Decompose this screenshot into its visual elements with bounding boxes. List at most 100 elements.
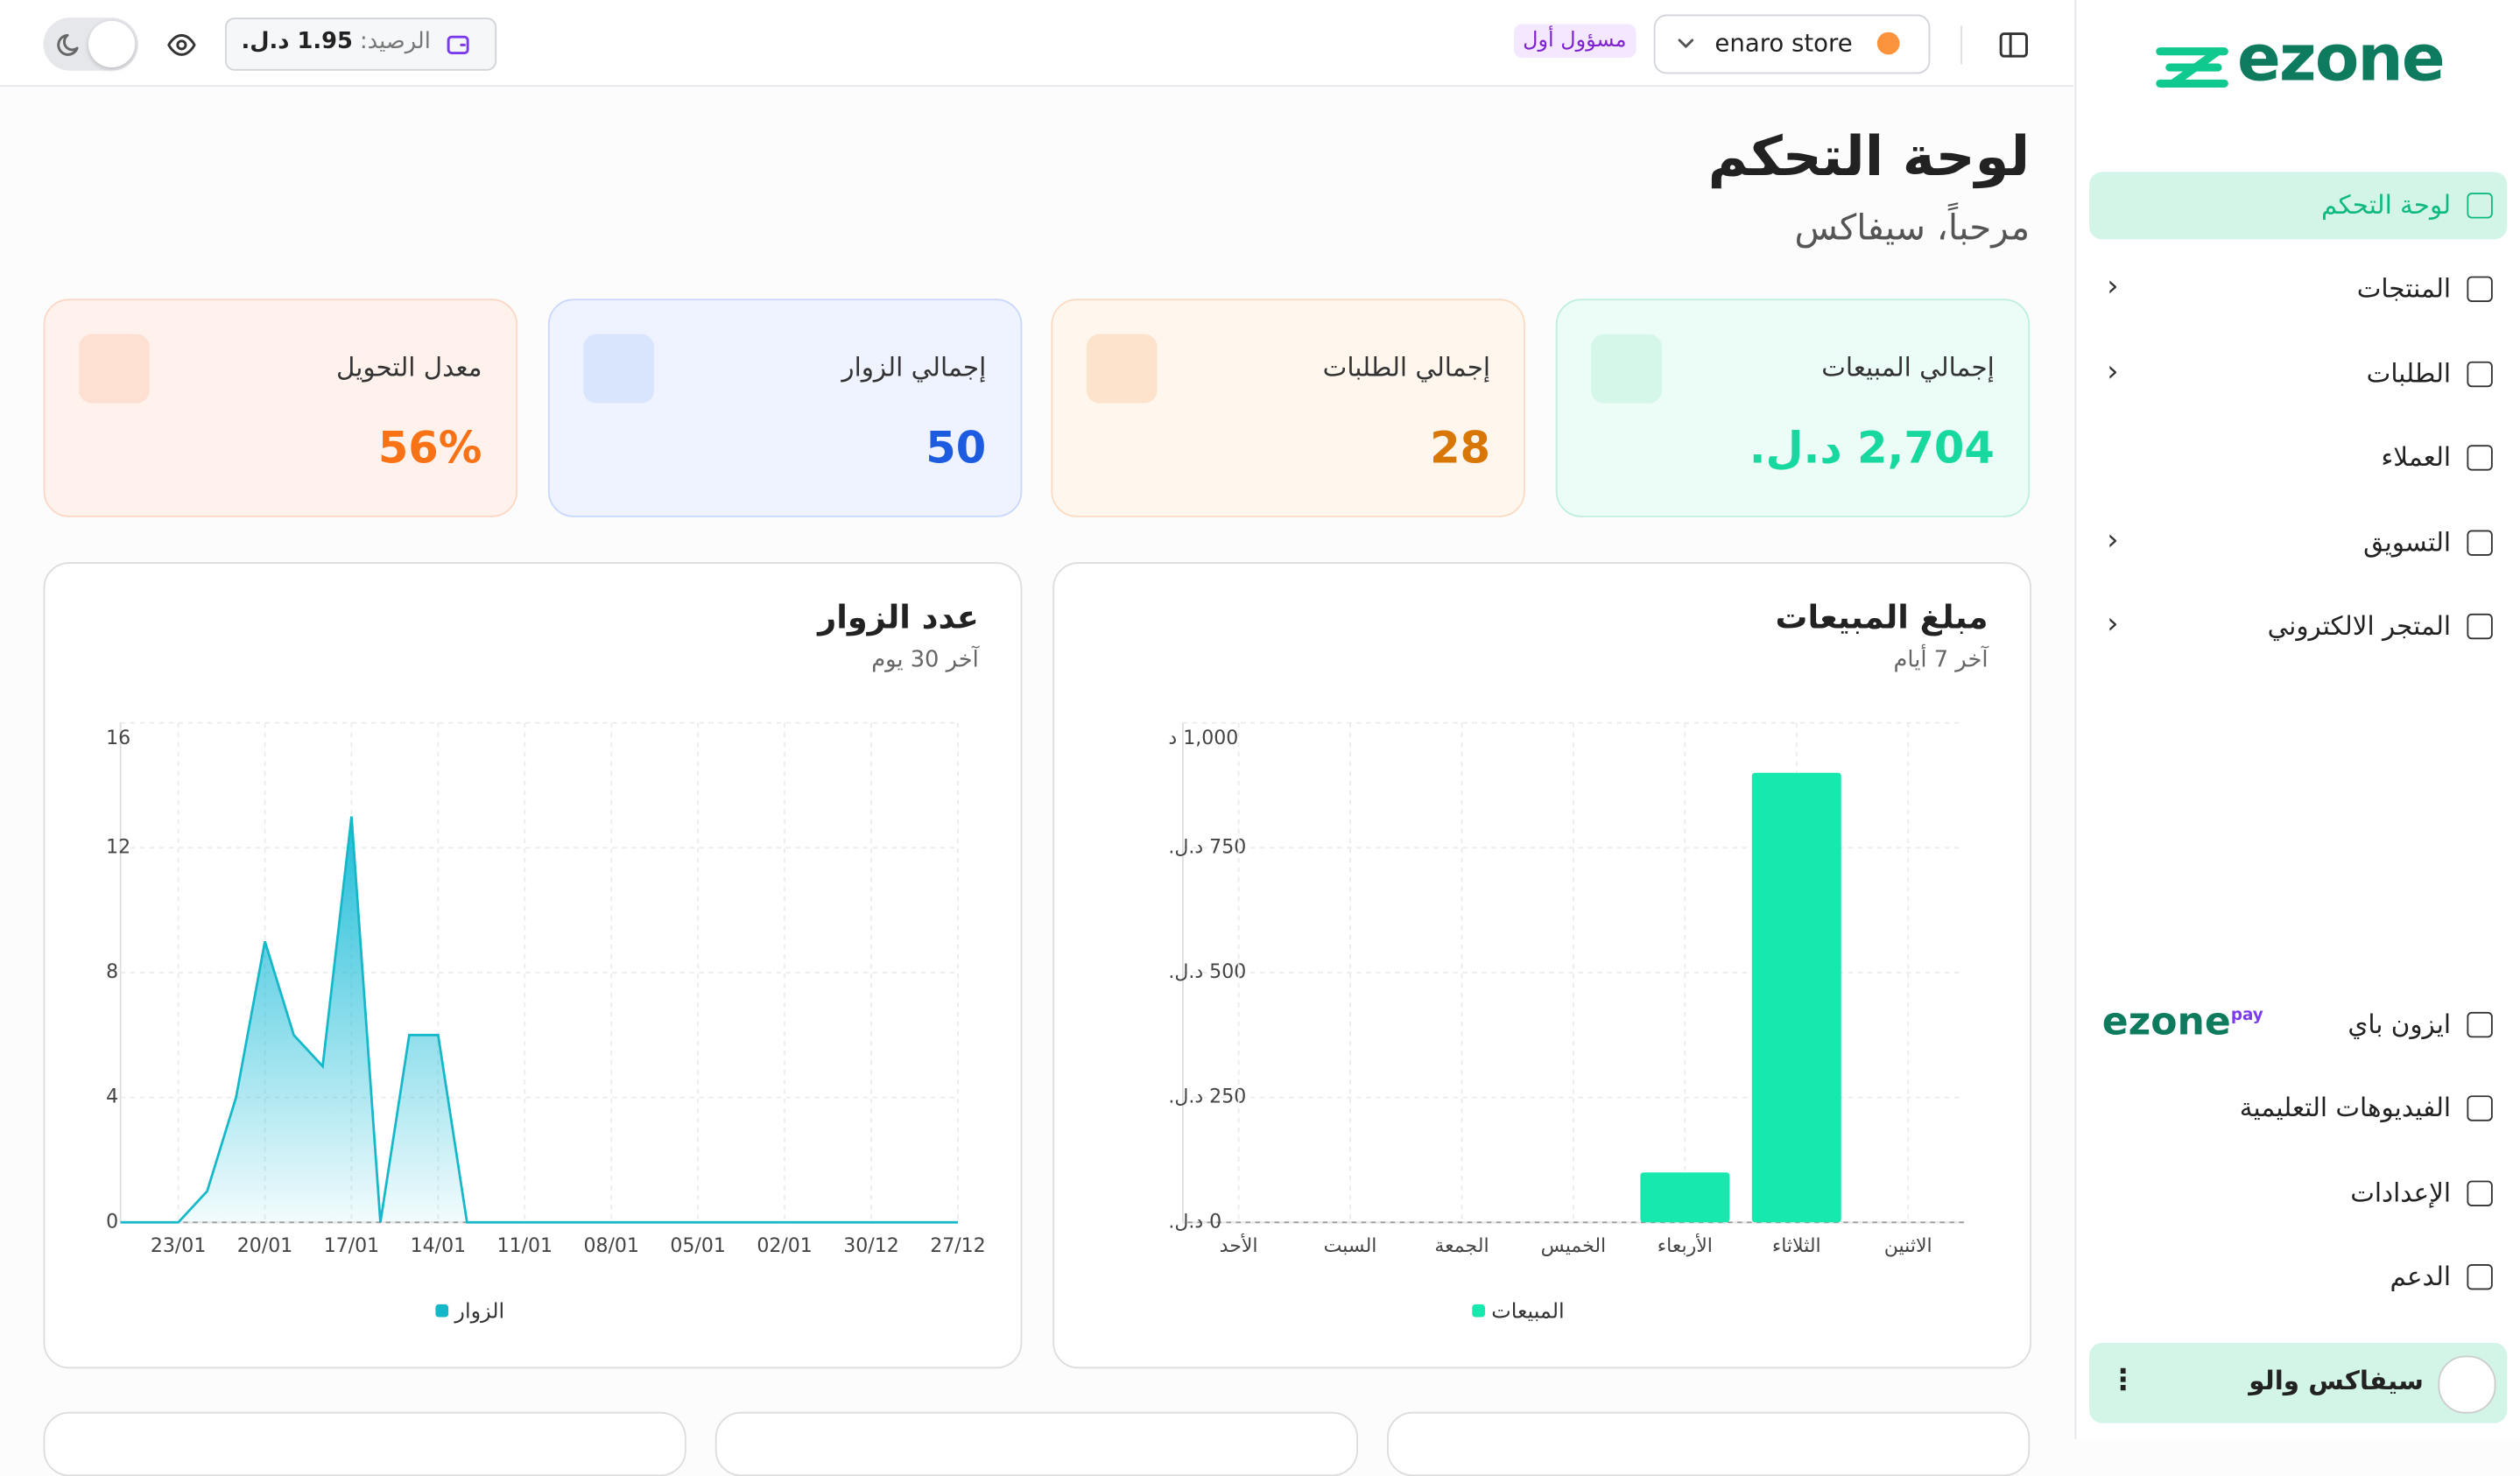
- wallet-icon: [447, 35, 469, 55]
- x-tick-label: 05/01: [670, 1235, 725, 1257]
- balance-label: الرصيد:: [360, 29, 431, 55]
- legend-swatch: [435, 1304, 449, 1318]
- nav-item[interactable]: الإعدادات: [2350, 1177, 2452, 1208]
- chart-card: [43, 562, 1023, 1369]
- x-tick-label: الخميس: [1541, 1235, 1606, 1257]
- stat-value: 2,704 د.ل.: [1749, 424, 1995, 474]
- stat-card: [1051, 299, 1526, 517]
- store-name: enaro store: [1714, 29, 1853, 59]
- y-tick-label: 16: [106, 727, 130, 749]
- nav-icon: [2467, 1011, 2493, 1038]
- chart-subtitle: آخر 7 أيام: [1893, 647, 1989, 673]
- y-tick-label: 12: [106, 836, 130, 858]
- x-tick-label: 23/01: [151, 1235, 206, 1257]
- chevron: ‹: [2107, 607, 2119, 642]
- chevron: ‹: [2107, 355, 2119, 389]
- moon-icon: [57, 33, 79, 56]
- nav-item[interactable]: المتجر الالكتروني: [2267, 610, 2452, 642]
- x-tick-label: 17/01: [324, 1235, 379, 1257]
- x-tick-label: 08/01: [584, 1235, 639, 1257]
- legend-swatch: [1472, 1304, 1485, 1318]
- logo-icon: [2156, 47, 2228, 88]
- nav-icon: [2467, 445, 2493, 471]
- nav-icon: [2467, 1180, 2493, 1206]
- nav-icon: [2467, 277, 2493, 303]
- page-title: لوحة التحكم: [1707, 125, 2031, 190]
- nav-item[interactable]: المنتجات: [2356, 273, 2452, 305]
- stat-label: إجمالي الطلبات: [1322, 351, 1491, 383]
- nav-item[interactable]: الدعم: [2390, 1261, 2452, 1292]
- chart-title: مبلغ المبيعات: [1775, 597, 1989, 636]
- nav-item[interactable]: ايزون باي: [2348, 1009, 2452, 1040]
- user-name: سيفاكس والو: [2249, 1365, 2424, 1396]
- x-tick-label: 27/12: [930, 1235, 985, 1257]
- pay-logo: ezonepay: [2102, 999, 2263, 1044]
- nav-item[interactable]: الطلبات: [2366, 357, 2452, 389]
- y-tick-label: 250 د.ل.: [1168, 1086, 1246, 1108]
- bar: [1640, 1172, 1730, 1223]
- legend-label: المبيعات: [1491, 1299, 1564, 1324]
- x-tick-label: 30/12: [843, 1235, 898, 1257]
- role-badge: مسؤول أول: [1513, 24, 1637, 59]
- stat-card: [43, 299, 517, 517]
- chevron: ‹: [2107, 270, 2119, 305]
- stat-value: 28: [1430, 424, 1491, 474]
- chart-title: عدد الزوار: [818, 597, 979, 636]
- x-tick-label: الجمعة: [1434, 1235, 1489, 1257]
- area-fill: [120, 816, 958, 1223]
- stat-card: [547, 299, 1022, 517]
- nav-item[interactable]: لوحة التحكم: [2321, 189, 2452, 221]
- stat-value: 50: [926, 424, 987, 474]
- store-select[interactable]: [1653, 14, 1931, 74]
- y-tick-label: 0: [106, 1211, 118, 1233]
- legend-label: الزوار: [454, 1299, 504, 1324]
- x-tick-label: 11/01: [497, 1235, 553, 1257]
- eye-icon[interactable]: [165, 29, 198, 61]
- nav-item[interactable]: العملاء: [2381, 441, 2452, 473]
- stat-label: إجمالي الزوار: [841, 351, 987, 383]
- pay-badge: pay: [2230, 1007, 2263, 1025]
- nav-active-bg: [2089, 172, 2508, 240]
- nav-icon: [2467, 529, 2493, 556]
- divider: [1960, 25, 1963, 65]
- x-tick-label: 20/01: [237, 1235, 292, 1257]
- chart-card: [1052, 562, 2032, 1369]
- charts: 0 د.ل. 250 د.ل. 500 د.ل. 750 د.ل. 1,000 د الأ…: [106, 721, 1964, 1324]
- x-tick-label: السبت: [1324, 1235, 1377, 1257]
- y-tick-label: 4: [106, 1086, 118, 1108]
- line: [120, 816, 958, 1224]
- nav-item[interactable]: التسويق: [2363, 526, 2452, 557]
- x-tick-label: الثلاثاء: [1772, 1235, 1821, 1257]
- stat-label: إجمالي المبيعات: [1821, 351, 1995, 383]
- y-tick-label: 1,000 د: [1168, 727, 1238, 749]
- nav-icon: [2467, 1096, 2493, 1122]
- x-tick-label: الأربعاء: [1658, 1234, 1713, 1257]
- stat-icon: [78, 334, 150, 404]
- y-tick-label: 0 د.ل.: [1168, 1211, 1221, 1233]
- user-box[interactable]: [2089, 1342, 2508, 1423]
- nav-icon: [2467, 613, 2493, 640]
- chart-subtitle: آخر 30 يوم: [871, 647, 979, 673]
- stat-card: [1555, 299, 2031, 517]
- stat-icon: [582, 334, 654, 404]
- user-menu[interactable]: ⋮: [2108, 1363, 2138, 1398]
- y-tick-label: 750 د.ل.: [1168, 836, 1246, 858]
- sidebar-toggle[interactable]: [1997, 29, 2030, 61]
- stat-label: معدل التحويل: [335, 351, 482, 383]
- x-tick-label: الأحد: [1220, 1234, 1258, 1257]
- chevron-down: [1678, 39, 1694, 48]
- bar: [1751, 772, 1841, 1223]
- nav-icon: [2467, 361, 2493, 387]
- toggle-knob: [88, 20, 136, 68]
- pay-logo-text: ezone: [2101, 999, 2231, 1044]
- sidebar: [2074, 0, 2520, 1439]
- nav-icon: [2467, 193, 2493, 219]
- x-tick-label: الاثنين: [1884, 1235, 1932, 1257]
- logo: ezone: [2236, 22, 2446, 97]
- store-icon: [1876, 32, 1900, 55]
- chevron: ‹: [2107, 523, 2119, 557]
- balance-box: [224, 18, 497, 71]
- nav-item[interactable]: الفيديوهات التعليمية: [2239, 1093, 2452, 1124]
